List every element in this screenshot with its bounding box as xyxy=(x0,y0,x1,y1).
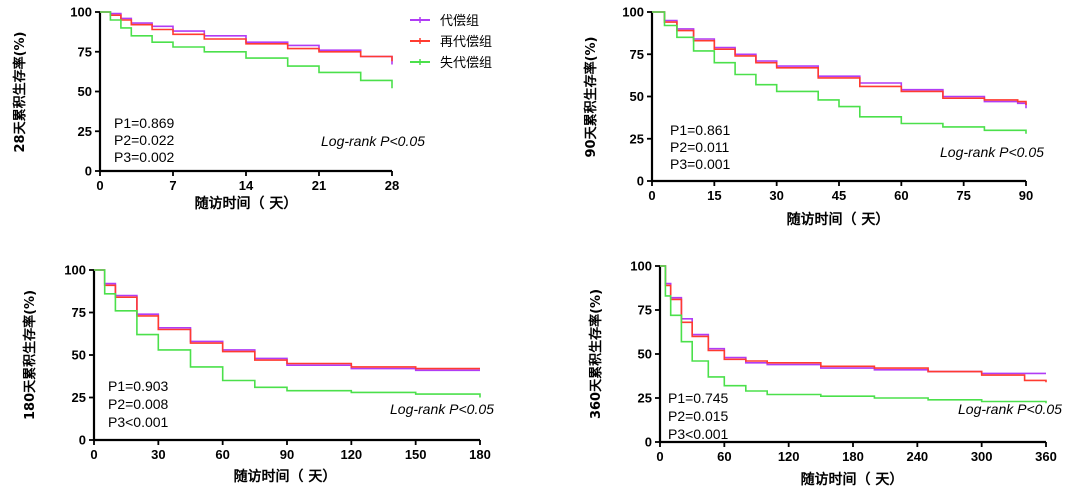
logrank-label: Log-rank P<0.05 xyxy=(321,133,425,149)
survival-curve-3 xyxy=(660,265,1047,404)
survival-curve-3 xyxy=(652,11,1027,134)
survival-curve-2 xyxy=(94,269,480,370)
p-value-label: P2=0.011 xyxy=(670,139,730,155)
x-tick-label: 21 xyxy=(312,178,326,193)
y-tick-label: 75 xyxy=(638,303,652,318)
y-axis-title: 90天累积生存率(%) xyxy=(583,37,599,158)
y-tick-label: 25 xyxy=(638,391,652,406)
chart-panel-2: 0 25 50 75 100 0 15 30 45 60 75 90 随访时间（ 天） 90天累积生存率(… xyxy=(583,5,1044,229)
x-tick-label: 90 xyxy=(280,447,294,462)
legend-label: 代偿组 xyxy=(440,14,479,29)
x-tick-label: 0 xyxy=(96,178,103,193)
x-tick-label: 240 xyxy=(906,449,928,464)
x-tick-label: 120 xyxy=(778,449,800,464)
x-tick-label: 7 xyxy=(169,178,176,193)
x-tick-label: 75 xyxy=(956,188,970,203)
p-value-label: P1=0.869 xyxy=(114,115,175,131)
logrank-label: Log-rank P<0.05 xyxy=(390,401,494,417)
y-axis-title: 360天累积生存率(%) xyxy=(588,289,604,419)
p-value-label: P2=0.015 xyxy=(668,408,729,424)
x-tick-label: 0 xyxy=(90,447,97,462)
x-tick-label: 120 xyxy=(340,447,362,462)
survival-curve-2 xyxy=(660,265,1047,383)
survival-curve-1 xyxy=(652,11,1027,109)
survival-curve-2 xyxy=(100,11,393,62)
x-tick-label: 15 xyxy=(707,188,721,203)
y-tick-label: 75 xyxy=(72,305,86,320)
y-tick-label: 75 xyxy=(630,47,644,62)
y-axis-title: 180天累积生存率(%) xyxy=(22,290,38,420)
y-tick-label: 25 xyxy=(630,131,644,146)
y-tick-label: 0 xyxy=(645,435,652,450)
y-tick-label: 50 xyxy=(638,347,652,362)
survival-curve-1 xyxy=(94,269,480,372)
y-tick-label: 100 xyxy=(622,5,644,20)
x-tick-label: 60 xyxy=(215,447,229,462)
x-tick-label: 180 xyxy=(469,447,491,462)
survival-curve-2 xyxy=(652,11,1027,105)
y-tick-label: 100 xyxy=(70,5,92,20)
logrank-label: Log-rank P<0.05 xyxy=(958,401,1062,417)
y-tick-label: 75 xyxy=(78,44,92,59)
survival-curve-3 xyxy=(94,269,481,398)
p-value-label: P1=0.903 xyxy=(108,378,169,394)
y-tick-label: 25 xyxy=(78,124,92,139)
p-value-label: P1=0.745 xyxy=(668,390,729,406)
y-tick-label: 25 xyxy=(72,390,86,405)
p-value-label: P3<0.001 xyxy=(108,414,169,430)
p-value-label: P3=0.001 xyxy=(670,156,731,172)
x-tick-label: 30 xyxy=(151,447,165,462)
p-value-label: P2=0.022 xyxy=(114,132,175,148)
y-tick-label: 100 xyxy=(630,259,652,274)
logrank-label: Log-rank P<0.05 xyxy=(940,144,1044,160)
x-axis-title: 随访时间（ 天） xyxy=(195,195,298,212)
x-tick-label: 150 xyxy=(405,447,427,462)
x-tick-label: 300 xyxy=(971,449,993,464)
y-tick-label: 0 xyxy=(85,164,92,179)
legend-label: 再代偿组 xyxy=(440,35,492,50)
x-tick-label: 360 xyxy=(1035,449,1057,464)
x-axis-title: 随访时间（ 天） xyxy=(234,468,337,485)
x-tick-label: 60 xyxy=(717,449,731,464)
chart-panel-3: 0 25 50 75 100 0 30 60 90 120 150 180 随访时间（ 天） 180天累积… xyxy=(22,263,494,486)
x-tick-label: 0 xyxy=(656,449,663,464)
y-tick-label: 50 xyxy=(78,84,92,99)
legend-label: 失代偿组 xyxy=(440,56,492,71)
x-tick-label: 28 xyxy=(385,178,399,193)
y-tick-label: 0 xyxy=(637,174,644,189)
x-tick-label: 90 xyxy=(1019,188,1033,203)
y-tick-label: 0 xyxy=(79,433,86,448)
y-tick-label: 50 xyxy=(630,89,644,104)
x-tick-label: 180 xyxy=(842,449,864,464)
x-tick-label: 14 xyxy=(239,178,254,193)
survival-curve-1 xyxy=(660,265,1046,375)
survival-curve-3 xyxy=(100,11,393,89)
x-axis-title: 随访时间（ 天） xyxy=(787,211,890,228)
chart-panel-4: 0 25 50 75 100 0 60 120 180 240 300 360 随访时间（ 天） 360天… xyxy=(588,259,1062,489)
y-tick-label: 100 xyxy=(64,263,86,278)
y-axis-title: 28天累积生存率(%) xyxy=(12,32,28,153)
x-tick-label: 60 xyxy=(894,188,908,203)
chart-panel-1: 0 25 50 75 100 0 7 14 21 28 随访时间（ 天） 28天累积生存率(%) P1=… xyxy=(12,5,425,213)
p-value-label: P1=0.861 xyxy=(670,122,731,138)
x-tick-label: 0 xyxy=(648,188,655,203)
p-value-label: P3<0.001 xyxy=(668,426,729,442)
y-tick-label: 50 xyxy=(72,348,86,363)
x-tick-label: 30 xyxy=(769,188,783,203)
x-axis-title: 随访时间（ 天） xyxy=(801,471,904,488)
p-value-label: P3=0.002 xyxy=(114,149,175,165)
p-value-label: P2=0.008 xyxy=(108,396,169,412)
x-tick-label: 45 xyxy=(832,188,846,203)
